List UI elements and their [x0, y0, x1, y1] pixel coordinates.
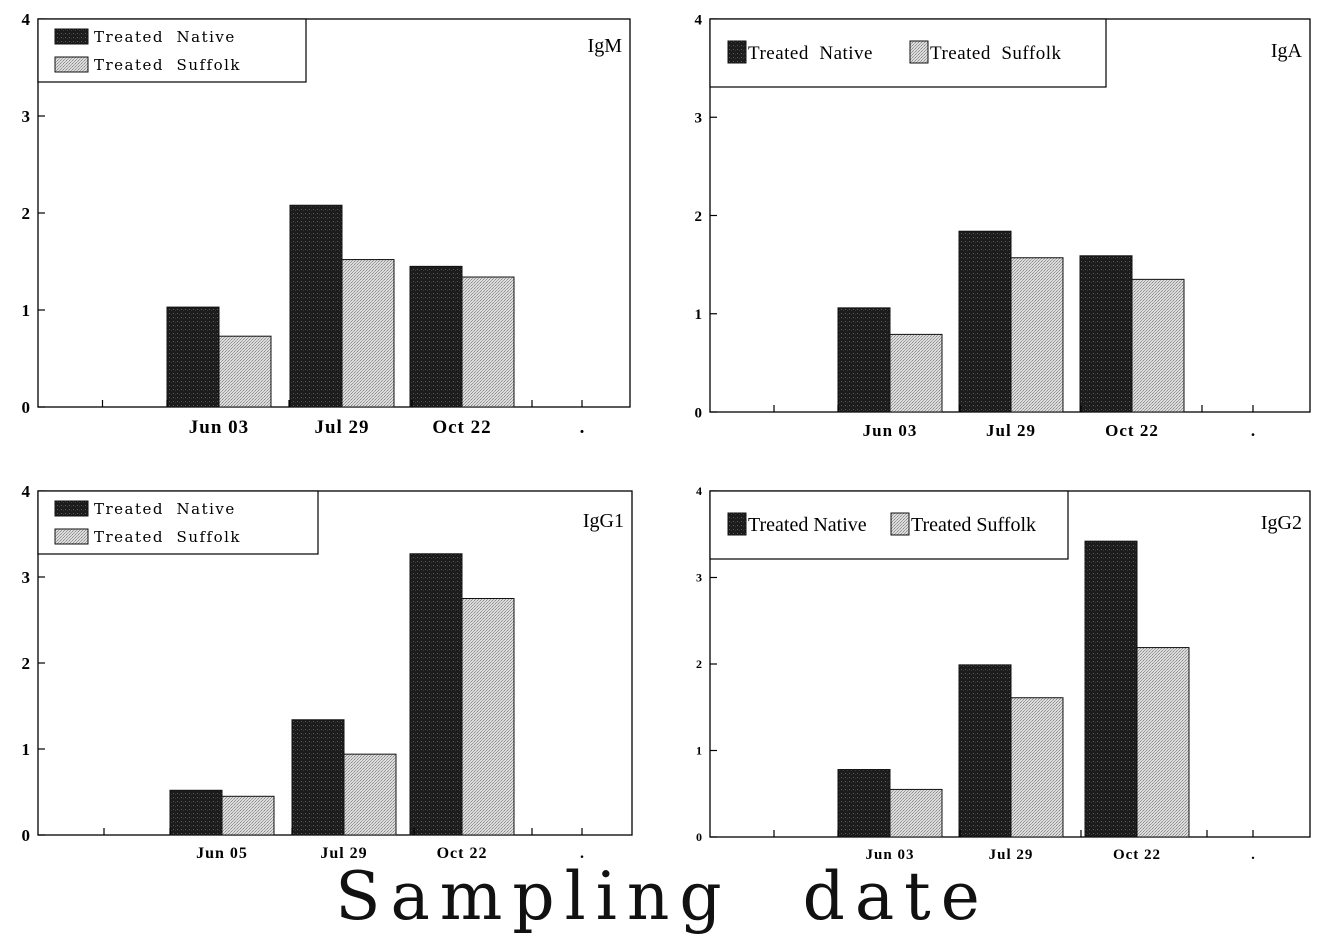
y-tick-label: 3	[22, 568, 31, 587]
x-tick-label: Oct 22	[1105, 421, 1159, 440]
bar-native-1	[289, 204, 343, 408]
bar-suffolk-1	[341, 259, 395, 408]
x-tick-label: Oct 22	[437, 845, 488, 862]
y-tick-label: 3	[22, 107, 31, 126]
bar-native-2	[1079, 255, 1133, 413]
bar-suffolk-0	[218, 335, 272, 408]
chart-panel-igm: 0 1 2 3 4 Jun 03 Jul 29 Oct 22 . IgM Treated Nativ…	[22, 10, 631, 438]
y-tick-label: 1	[22, 740, 31, 759]
legend: Treated Native Treated Suffolk	[37, 18, 307, 83]
x-tick-label: Jul 29	[986, 421, 1036, 440]
x-tick-label: Jun 05	[196, 845, 248, 862]
bar-suffolk-2	[1136, 647, 1190, 838]
bar-native-0	[837, 769, 891, 838]
y-tick-label: 4	[22, 10, 31, 29]
legend: Treated Native Treated Suffolk	[709, 490, 1069, 560]
y-tick-label: 0	[22, 398, 31, 417]
bar-native-1	[958, 664, 1012, 838]
panel-label: IgG1	[583, 510, 624, 532]
bar-suffolk-0	[889, 333, 943, 413]
legend-label-native: Treated Native	[94, 28, 236, 46]
legend: Treated Native Treated Suffolk	[709, 18, 1107, 88]
bar-native-0	[837, 307, 891, 413]
legend-swatch-native	[54, 28, 89, 45]
legend-label-suffolk: Treated Suffolk	[911, 514, 1036, 536]
bar-suffolk-0	[221, 795, 275, 836]
legend-swatch-native	[54, 500, 89, 517]
bar-suffolk-2	[461, 276, 515, 408]
bar-native-1	[958, 230, 1012, 413]
legend-swatch-suffolk	[909, 40, 929, 64]
bar-native-2	[409, 553, 463, 836]
legend-swatch-suffolk	[54, 528, 89, 545]
y-tick-label: 4	[696, 484, 702, 498]
legend-label-native: Treated Native	[748, 514, 867, 536]
chart-panel-igg1: 0 1 2 3 4 Jun 05 Jul 29 Oct 22 . IgG1 Treated Nati…	[22, 482, 633, 862]
legend: Treated Native Treated Suffolk	[37, 490, 319, 555]
y-tick-label: 0	[22, 826, 31, 845]
x-axis-title: Sampling date	[335, 858, 990, 935]
legend-box	[709, 490, 1069, 560]
panel-label: IgG2	[1261, 512, 1302, 534]
x-tick-label: Jun 03	[189, 417, 249, 438]
x-tick-label: .	[580, 417, 585, 438]
chart-panel-iga: 0 1 2 3 4 Jun 03 Jul 29 Oct 22 . IgA Treated Nativ…	[695, 12, 1311, 440]
legend-label-suffolk: Treated Suffolk	[94, 528, 241, 546]
legend-label-native: Treated Native	[94, 500, 236, 518]
x-tick-label: Jul 29	[320, 845, 367, 862]
y-tick-label: 0	[696, 830, 702, 844]
y-tick-label: 1	[696, 744, 702, 758]
y-tick-label: 0	[695, 405, 703, 421]
chart-panel-igg2: 0 1 2 3 4 Jun 03 Jul 29 Oct 22 . IgG2 Treated Nati…	[696, 484, 1311, 863]
x-tick-label: Jun 03	[863, 421, 918, 440]
bar-native-2	[1084, 540, 1138, 838]
x-tick-label: Oct 22	[432, 417, 491, 438]
bar-native-0	[166, 306, 220, 408]
legend-label-suffolk: Treated Suffolk	[930, 43, 1062, 64]
bar-suffolk-1	[1010, 697, 1064, 838]
bar-native-0	[169, 789, 223, 836]
y-tick-label: 2	[22, 204, 31, 223]
legend-swatch-native	[727, 512, 747, 536]
legend-label-suffolk: Treated Suffolk	[94, 56, 241, 74]
bar-suffolk-2	[461, 598, 515, 836]
panel-label: IgA	[1271, 40, 1303, 62]
y-tick-label: 1	[22, 301, 31, 320]
bar-suffolk-0	[889, 788, 943, 838]
y-tick-label: 1	[695, 307, 703, 323]
x-tick-label: .	[1251, 421, 1255, 440]
y-tick-label: 2	[696, 657, 702, 671]
legend-label-native: Treated Native	[748, 43, 873, 64]
legend-swatch-suffolk	[54, 56, 89, 73]
bar-native-1	[291, 719, 345, 836]
y-tick-label: 3	[696, 571, 702, 585]
x-tick-label: .	[1251, 847, 1255, 863]
x-tick-label: Oct 22	[1113, 847, 1161, 863]
legend-swatch-native	[727, 40, 747, 64]
bar-suffolk-1	[1010, 257, 1064, 413]
x-tick-label: Jul 29	[314, 417, 369, 438]
y-tick-label: 3	[695, 111, 703, 127]
bar-suffolk-2	[1131, 278, 1185, 413]
y-tick-label: 4	[695, 12, 703, 28]
y-tick-label: 4	[22, 482, 31, 501]
legend-box	[709, 18, 1107, 88]
legend-swatch-suffolk	[890, 512, 910, 536]
x-tick-label: .	[580, 845, 584, 862]
y-tick-label: 2	[695, 209, 703, 225]
panel-label: IgM	[588, 35, 623, 57]
x-tick-label: Jul 29	[989, 847, 1034, 863]
x-tick-label: Jun 03	[866, 847, 915, 863]
bar-suffolk-1	[343, 753, 397, 836]
bar-native-2	[409, 265, 463, 408]
y-tick-label: 2	[22, 654, 31, 673]
